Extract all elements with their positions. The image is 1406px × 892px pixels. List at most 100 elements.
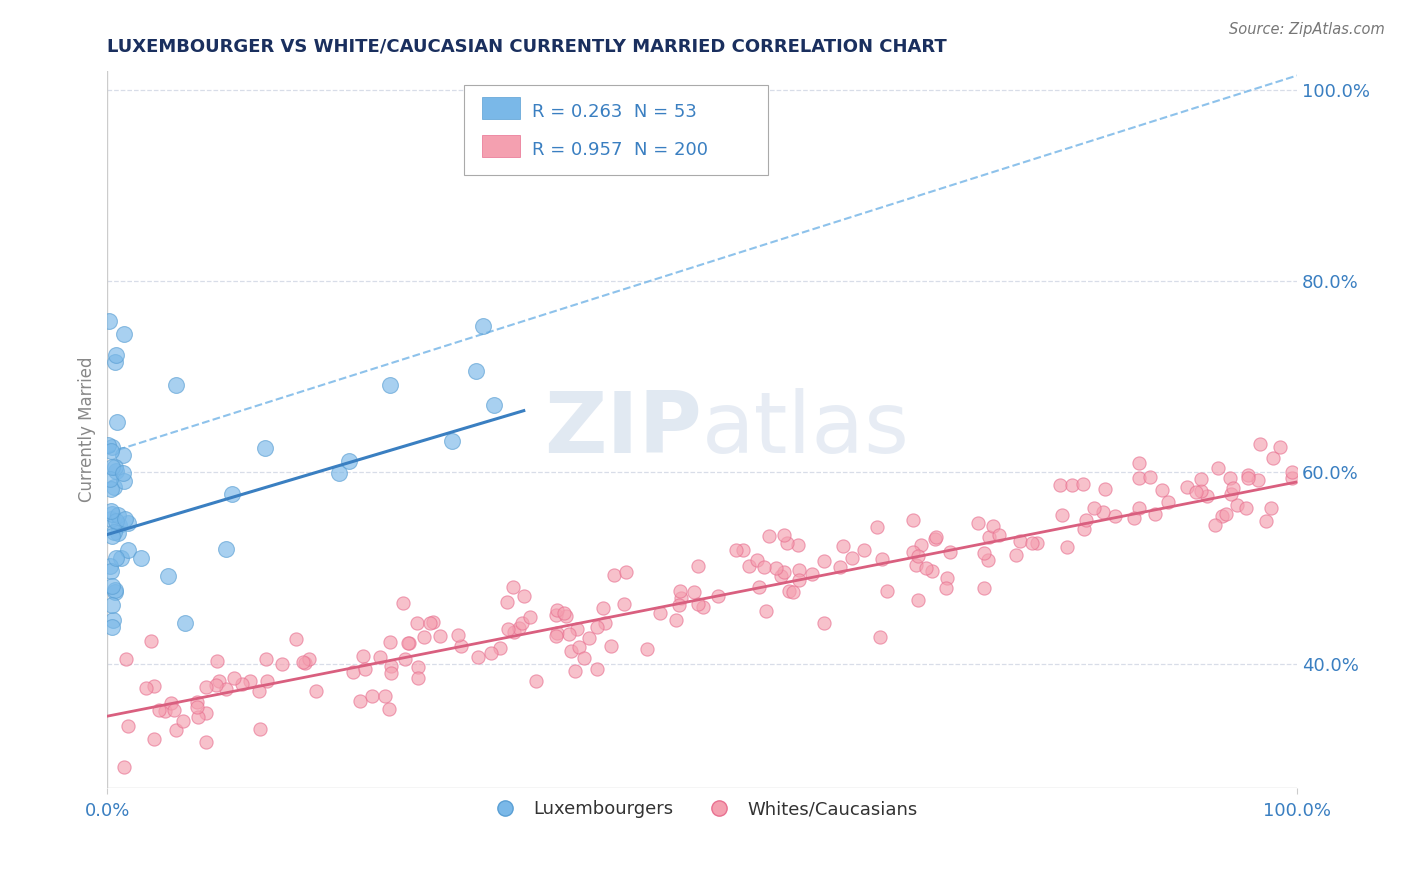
Point (141, 633, 163, 648)
Point (503, 625, 526, 640)
Text: R = 0.263  N = 53: R = 0.263 N = 53 (531, 103, 697, 121)
Point (117, 516, 139, 530)
Point (1219, 487, 1241, 501)
Point (142, 732, 165, 747)
Point (496, 623, 519, 637)
Point (782, 584, 804, 599)
Point (787, 538, 810, 552)
Point (546, 626, 568, 640)
Point (688, 597, 710, 611)
Point (160, 696, 183, 710)
Point (1139, 470, 1161, 484)
Point (1143, 508, 1166, 522)
Point (412, 630, 434, 644)
Point (772, 566, 794, 580)
Point (104, 582, 127, 597)
Point (97, 438, 120, 452)
Point (101, 613, 124, 627)
Point (247, 684, 270, 698)
Point (396, 636, 419, 650)
Point (254, 442, 277, 456)
Point (472, 319, 495, 334)
Point (546, 603, 568, 617)
Point (101, 579, 124, 593)
Text: Source: ZipAtlas.com: Source: ZipAtlas.com (1229, 22, 1385, 37)
Point (765, 561, 787, 575)
Point (378, 701, 401, 715)
Point (869, 630, 891, 644)
Point (668, 598, 690, 612)
Point (112, 474, 135, 488)
Point (104, 464, 127, 478)
Point (406, 660, 429, 674)
Point (215, 542, 238, 557)
Point (616, 565, 638, 579)
Point (100, 619, 122, 633)
Point (876, 584, 898, 599)
Point (1175, 480, 1198, 494)
Point (156, 569, 179, 583)
Point (973, 546, 995, 560)
Point (1092, 505, 1115, 519)
Point (502, 580, 524, 594)
Point (1197, 489, 1219, 503)
Point (105, 348, 128, 362)
Point (546, 608, 568, 623)
Point (1204, 518, 1226, 533)
Point (100, 482, 122, 496)
Point (1104, 509, 1126, 524)
Point (422, 615, 444, 629)
Point (787, 574, 810, 588)
Point (779, 584, 801, 599)
Point (254, 652, 277, 666)
Point (813, 616, 835, 631)
Point (841, 551, 863, 566)
Point (936, 571, 959, 585)
Point (553, 606, 575, 620)
FancyBboxPatch shape (464, 85, 768, 175)
Point (800, 567, 823, 582)
Point (482, 398, 505, 412)
Point (294, 656, 316, 670)
Point (380, 659, 402, 673)
Point (513, 590, 536, 604)
Point (114, 652, 136, 666)
Point (568, 640, 591, 654)
Point (519, 610, 541, 624)
Point (585, 662, 607, 676)
Point (186, 694, 208, 708)
Text: atlas: atlas (702, 388, 910, 471)
Point (636, 642, 658, 657)
Point (1249, 436, 1271, 450)
Point (163, 703, 186, 717)
Point (467, 649, 489, 664)
Point (129, 550, 152, 565)
Point (249, 722, 271, 736)
Point (1222, 481, 1244, 495)
Point (769, 569, 792, 583)
Point (1185, 485, 1208, 500)
Point (544, 630, 567, 644)
Point (669, 584, 692, 599)
Point (495, 594, 517, 608)
Point (270, 657, 292, 672)
Point (342, 665, 364, 679)
Point (572, 650, 595, 665)
Point (104, 550, 127, 565)
Point (1281, 466, 1303, 480)
Point (231, 677, 253, 691)
Point (1260, 501, 1282, 516)
Point (1094, 482, 1116, 496)
Point (1083, 500, 1105, 515)
Point (380, 377, 402, 392)
Point (671, 591, 693, 605)
Point (1189, 484, 1212, 499)
Point (776, 536, 799, 550)
Point (683, 585, 706, 599)
Point (135, 681, 157, 695)
Point (686, 559, 709, 574)
Text: ZIP: ZIP (544, 388, 702, 471)
Point (368, 650, 391, 665)
Point (105, 514, 128, 528)
Point (1073, 523, 1095, 537)
